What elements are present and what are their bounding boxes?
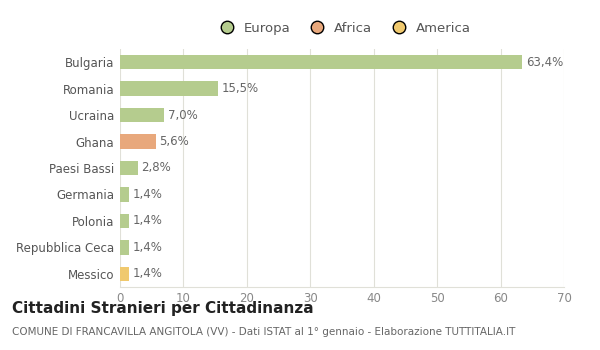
Legend: Europa, Africa, America: Europa, Africa, America [211, 19, 473, 38]
Text: 63,4%: 63,4% [526, 56, 563, 69]
Text: Cittadini Stranieri per Cittadinanza: Cittadini Stranieri per Cittadinanza [12, 301, 314, 316]
Text: 5,6%: 5,6% [160, 135, 189, 148]
Bar [120, 240, 129, 254]
Text: 15,5%: 15,5% [222, 82, 259, 95]
Bar [120, 55, 522, 70]
Text: 7,0%: 7,0% [168, 108, 198, 121]
Text: 1,4%: 1,4% [133, 188, 163, 201]
Text: COMUNE DI FRANCAVILLA ANGITOLA (VV) - Dati ISTAT al 1° gennaio - Elaborazione TU: COMUNE DI FRANCAVILLA ANGITOLA (VV) - Da… [12, 327, 515, 337]
Bar [120, 214, 129, 228]
Bar [120, 161, 138, 175]
Text: 1,4%: 1,4% [133, 267, 163, 280]
Bar [120, 134, 155, 149]
Text: 1,4%: 1,4% [133, 241, 163, 254]
Text: 2,8%: 2,8% [142, 161, 172, 175]
Text: 1,4%: 1,4% [133, 215, 163, 228]
Bar [120, 187, 129, 202]
Bar [120, 266, 129, 281]
Bar [120, 82, 218, 96]
Bar [120, 108, 164, 122]
